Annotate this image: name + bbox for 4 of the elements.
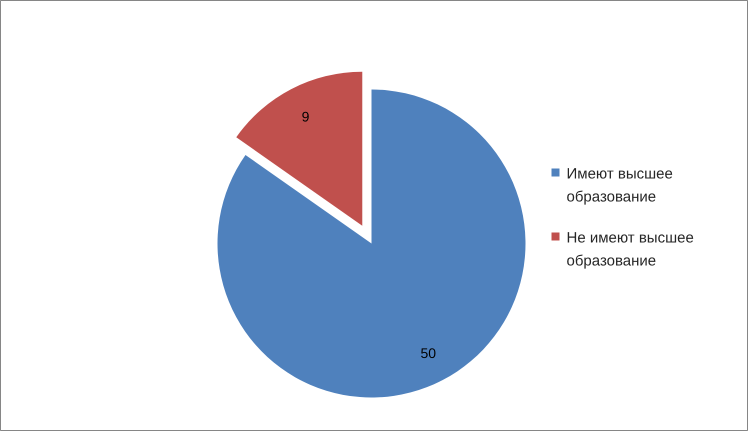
data-label: 50	[420, 344, 436, 361]
data-label: 9	[302, 108, 310, 124]
legend-label: Не имеют высшее образование	[566, 230, 694, 270]
legend-label: Имеют высшее образование	[566, 166, 673, 206]
